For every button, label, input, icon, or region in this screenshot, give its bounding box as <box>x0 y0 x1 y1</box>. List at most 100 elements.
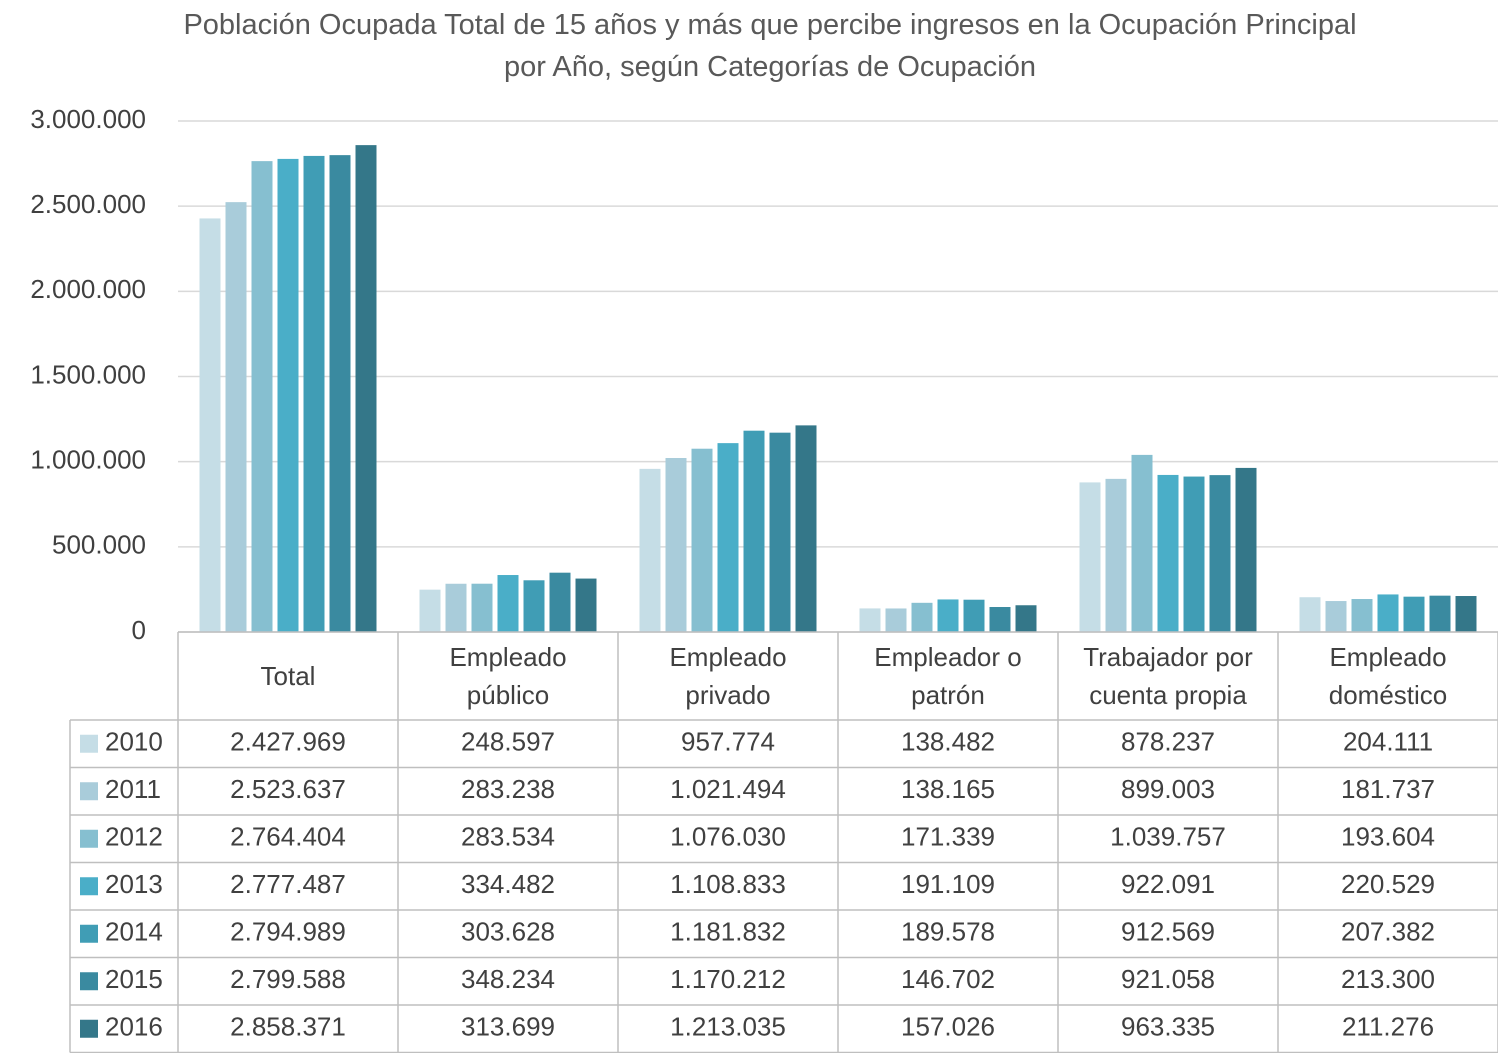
table-cell: 248.597 <box>461 727 555 757</box>
legend-swatch <box>80 734 98 753</box>
bar <box>1455 596 1477 632</box>
x-tick-label: Empleado doméstico <box>1328 642 1448 710</box>
table-cell: 138.482 <box>901 727 995 757</box>
table-cell: 157.026 <box>901 1012 995 1042</box>
table-cell: 2.794.989 <box>230 917 346 947</box>
legend-swatch <box>80 829 98 848</box>
legend-label: 2011 <box>105 774 161 804</box>
table-cell: 1.170.212 <box>670 964 786 994</box>
table-cell: 2.764.404 <box>230 822 346 852</box>
bar <box>1183 476 1205 632</box>
table-cell: 1.181.832 <box>670 917 786 947</box>
table-cell: 922.091 <box>1121 869 1215 899</box>
bar <box>329 155 351 632</box>
table-cell: 2.858.371 <box>230 1012 346 1042</box>
x-tick-label: Empleado privado <box>669 642 787 710</box>
bar <box>1105 478 1127 632</box>
bar <box>691 448 713 632</box>
bar <box>1079 482 1101 632</box>
bar <box>575 578 597 632</box>
legend-label: 2016 <box>105 1012 163 1042</box>
table-cell: 213.300 <box>1341 964 1435 994</box>
bar <box>1131 454 1153 632</box>
legend-swatch <box>80 1019 98 1038</box>
bar <box>795 425 817 632</box>
bar <box>769 432 791 632</box>
bar <box>1299 597 1321 632</box>
table-cell: 899.003 <box>1121 774 1215 804</box>
table-cell: 193.604 <box>1341 822 1435 852</box>
x-tick-label: Trabajador por cuenta propia <box>1083 642 1253 710</box>
bar <box>743 430 765 632</box>
table-cell: 303.628 <box>461 917 555 947</box>
y-tick-label: 2.500.000 <box>30 189 146 219</box>
bar <box>639 468 661 632</box>
legend-label: 2012 <box>105 822 163 852</box>
table-cell: 207.382 <box>1341 917 1435 947</box>
table-cell: 2.799.588 <box>230 964 346 994</box>
legend-swatch <box>80 924 98 943</box>
table-cell: 283.534 <box>461 822 555 852</box>
bar <box>1377 594 1399 632</box>
y-tick-label: 2.000.000 <box>30 274 146 304</box>
bar <box>717 443 739 632</box>
table-cell: 334.482 <box>461 869 555 899</box>
legend-swatch <box>80 877 98 896</box>
bar <box>277 158 299 633</box>
table-cell: 181.737 <box>1341 774 1435 804</box>
table-cell: 878.237 <box>1121 727 1215 757</box>
bar <box>497 575 519 632</box>
bar <box>1015 605 1037 632</box>
table-cell: 191.109 <box>901 869 995 899</box>
table-cell: 921.058 <box>1121 964 1215 994</box>
table-cell: 283.238 <box>461 774 555 804</box>
bar <box>1235 467 1257 632</box>
bar <box>445 583 467 632</box>
legend-label: 2015 <box>105 964 163 994</box>
bar <box>1157 474 1179 632</box>
table-cell: 2.523.637 <box>230 774 346 804</box>
table-cell: 204.111 <box>1343 727 1433 757</box>
bar <box>859 608 881 632</box>
legend-label: 2013 <box>105 869 163 899</box>
table-cell: 220.529 <box>1341 869 1435 899</box>
bar <box>1325 601 1347 632</box>
bar <box>419 589 441 632</box>
bar <box>1403 596 1425 632</box>
bar <box>1209 475 1231 632</box>
x-tick-label: Empleado público <box>449 642 567 710</box>
x-tick-label: Total <box>260 661 316 691</box>
table-cell: 138.165 <box>901 774 995 804</box>
bar <box>665 458 687 632</box>
table-cell: 171.339 <box>901 822 995 852</box>
y-tick-label: 0 <box>132 615 146 645</box>
bar <box>199 218 221 632</box>
bar <box>989 607 1011 632</box>
table-cell: 912.569 <box>1121 917 1215 947</box>
table-cell: 1.108.833 <box>670 869 786 899</box>
table-cell: 146.702 <box>901 964 995 994</box>
bar <box>885 608 907 632</box>
bar <box>523 580 545 632</box>
y-tick-label: 1.000.000 <box>30 445 146 475</box>
table-cell: 313.699 <box>461 1012 555 1042</box>
bar <box>963 599 985 632</box>
table-cell: 211.276 <box>1342 1012 1434 1042</box>
chart-title: Población Ocupada Total de 15 años y más… <box>183 9 1357 83</box>
x-tick-label: Empleador o patrón <box>874 642 1022 710</box>
bar <box>355 145 377 632</box>
table-cell: 189.578 <box>901 917 995 947</box>
bar <box>937 599 959 632</box>
bar <box>911 602 933 632</box>
bar <box>549 572 571 632</box>
bar <box>1351 599 1373 632</box>
bar <box>1429 595 1451 632</box>
bar <box>225 202 247 632</box>
table-cell: 2.777.487 <box>230 869 346 899</box>
legend-swatch <box>80 972 98 991</box>
table-cell: 1.039.757 <box>1110 822 1226 852</box>
table-cell: 963.335 <box>1121 1012 1215 1042</box>
table-cell: 957.774 <box>681 727 775 757</box>
